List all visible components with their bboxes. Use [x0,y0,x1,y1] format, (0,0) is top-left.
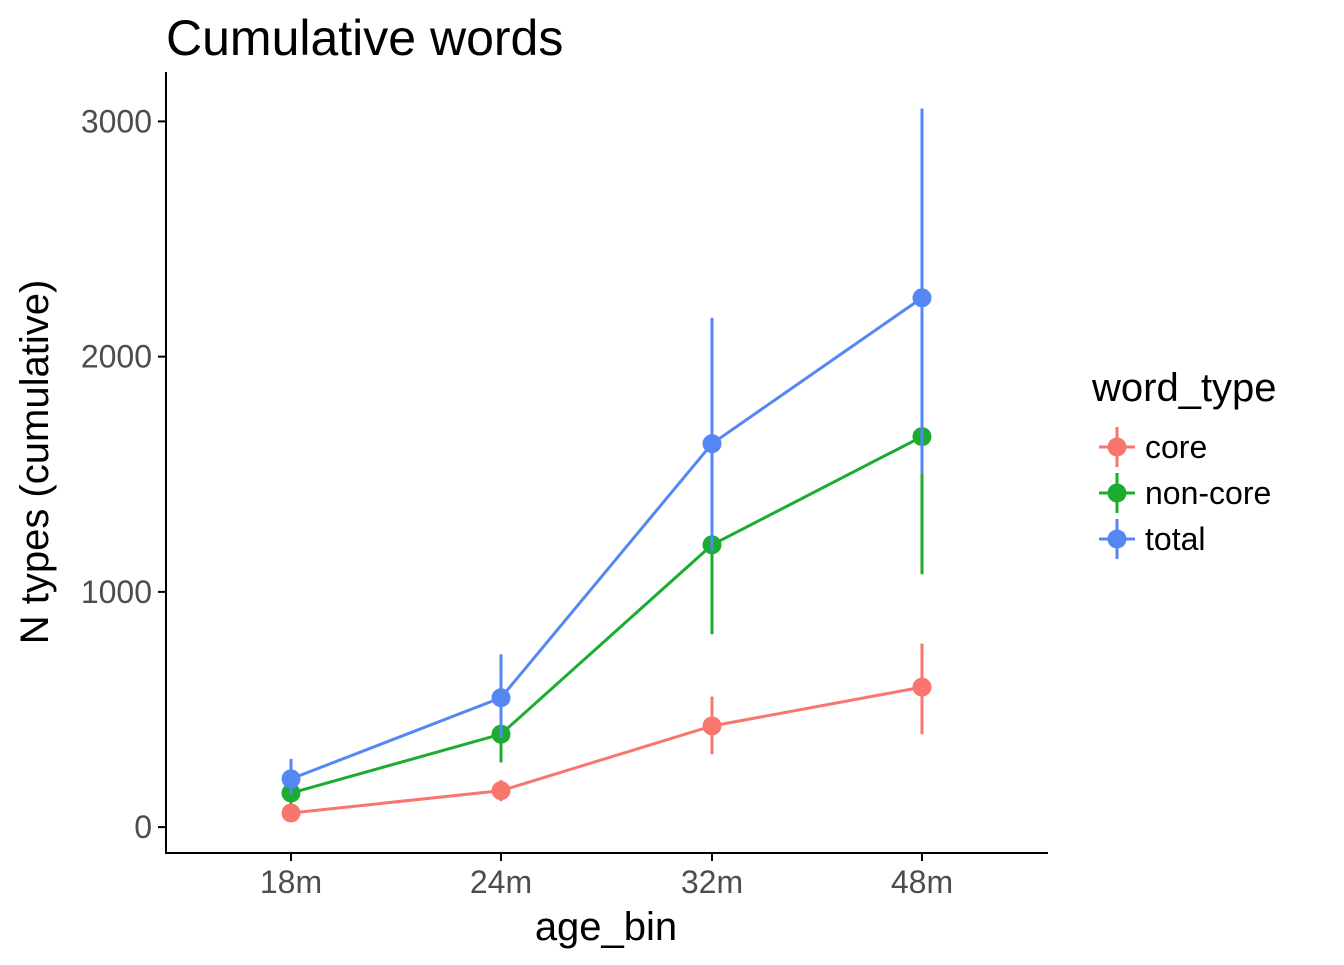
legend-label: core [1145,429,1207,465]
data-point [702,716,722,736]
y-axis: 0 1000 2000 3000 [81,72,167,853]
legend-key-point [1107,483,1127,503]
series-core [281,643,932,823]
series-line [290,296,923,781]
legend-key-point [1107,437,1127,457]
x-tick-label: 32m [681,864,743,900]
data-point [912,288,932,308]
series-layer [281,108,932,823]
x-tick-label: 24m [470,864,532,900]
series-line [290,435,923,795]
legend-key-point [1107,529,1127,549]
y-tick-label: 3000 [81,103,152,139]
data-point [912,677,932,697]
legend-item-core: core [1099,427,1207,467]
chart-title: Cumulative words [166,10,563,66]
legend-label: non-core [1145,475,1271,511]
legend-label: total [1145,521,1205,557]
y-tick-label: 1000 [81,574,152,610]
y-tick-label: 0 [134,809,152,845]
y-axis-title: N types (cumulative) [13,280,57,645]
legend: word_type core non-core total [1091,366,1277,559]
legend-title: word_type [1091,366,1277,410]
x-tick-label: 18m [260,864,322,900]
series-total [281,108,932,795]
y-tick-label: 2000 [81,339,152,375]
series-non-core [281,300,932,804]
legend-item-non-core: non-core [1099,473,1271,513]
legend-item-total: total [1099,519,1205,559]
x-tick-label: 48m [891,864,953,900]
data-point [491,781,511,801]
data-point [281,803,301,823]
data-point [491,688,511,708]
x-axis-title: age_bin [535,905,677,949]
series-line [290,685,923,815]
data-point [702,434,722,454]
x-axis: 18m 24m 32m 48m [165,852,1048,900]
data-point [281,769,301,789]
